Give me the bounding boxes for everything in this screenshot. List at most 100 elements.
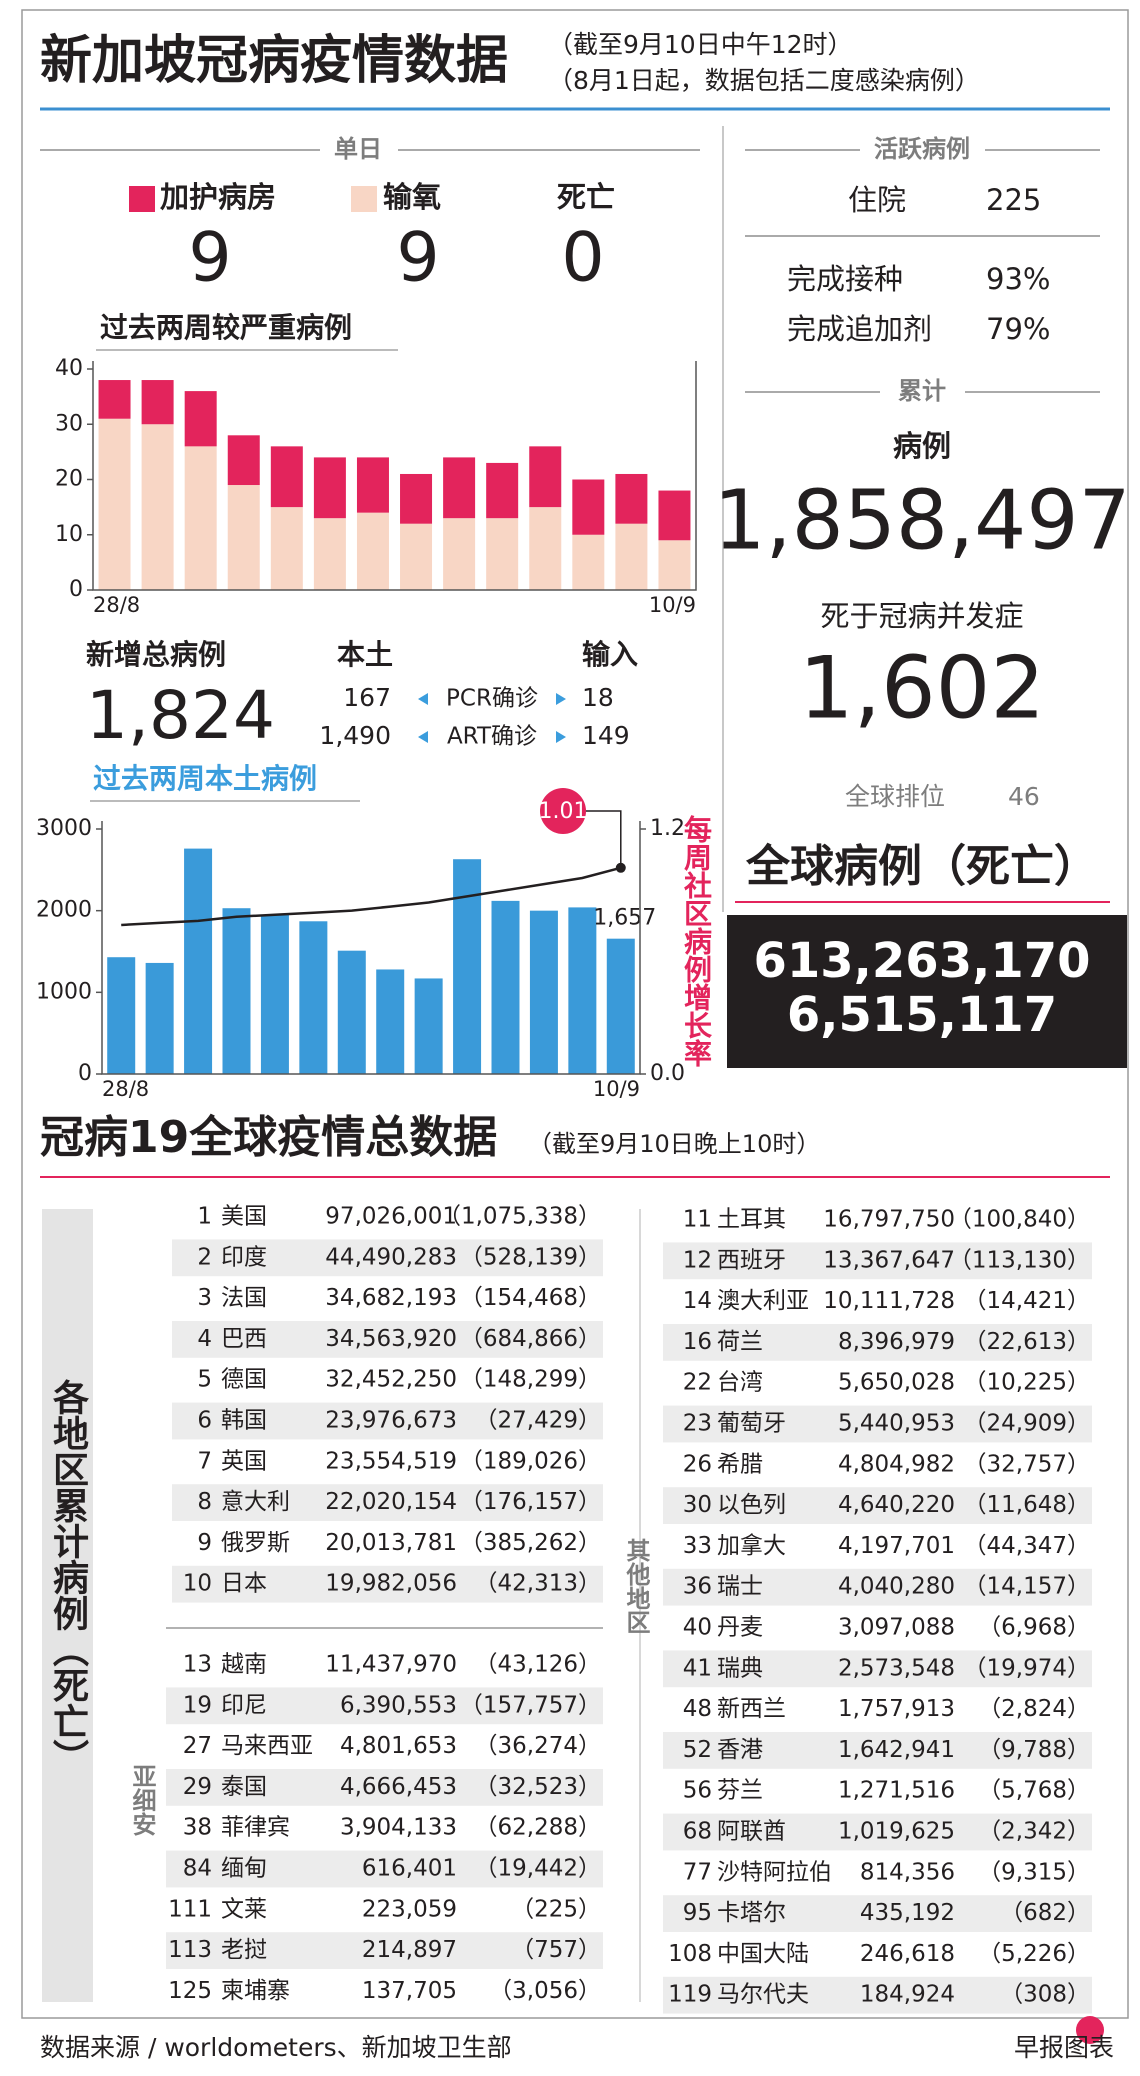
chart-title: 过去两周较严重病例 <box>100 311 352 344</box>
rank: 125 <box>168 1978 212 2004</box>
bar-segment <box>400 523 433 590</box>
death-count: （43,126） <box>475 1652 601 1678</box>
death-count: （176,157） <box>460 1489 601 1515</box>
case-count: 814,356 <box>860 1859 955 1885</box>
region-name: 西班牙 <box>717 1247 786 1273</box>
death-count: （36,274） <box>475 1733 601 1759</box>
case-count: 8,396,979 <box>838 1329 955 1355</box>
rank: 111 <box>168 1896 212 1922</box>
region-name: 俄罗斯 <box>221 1530 290 1556</box>
x-tick-label: 10/9 <box>649 593 696 617</box>
table-title: 冠病19全球疫情总数据 <box>40 1112 497 1163</box>
death-count: （44,347） <box>964 1533 1090 1559</box>
death-count: （42,313） <box>475 1571 601 1597</box>
rank: 40 <box>683 1615 712 1641</box>
note: （8月1日起，数据包括二度感染病例） <box>548 66 980 95</box>
region-name: 丹麦 <box>717 1615 763 1641</box>
case-count: 32,452,250 <box>325 1367 457 1393</box>
y2-tick-label: 0.0 <box>650 1061 685 1086</box>
case-count: 13,367,647 <box>823 1247 955 1273</box>
case-count: 6,390,553 <box>340 1692 457 1718</box>
legend-label: 输氧 <box>383 180 441 214</box>
annotation-bubble <box>540 788 586 834</box>
stat-value: 225 <box>986 183 1041 217</box>
region-name: 韩国 <box>221 1408 267 1434</box>
case-count: 2,573,548 <box>838 1655 955 1681</box>
case-count: 137,705 <box>362 1978 457 2004</box>
stat-value: 9 <box>188 219 231 298</box>
rank: 113 <box>168 1937 212 1963</box>
row-shade <box>663 1650 1092 1688</box>
case-count: 1,271,516 <box>838 1778 955 1804</box>
case-count: 34,563,920 <box>325 1326 457 1352</box>
death-count: （14,157） <box>964 1574 1090 1600</box>
death-count: （385,262） <box>460 1530 601 1556</box>
bar-segment <box>184 391 217 447</box>
case-count: 4,801,653 <box>340 1733 457 1759</box>
death-count: （189,026） <box>460 1448 601 1474</box>
rank: 30 <box>683 1492 712 1518</box>
y2-axis-title: 每周社区病例增长率 <box>680 815 713 1067</box>
stat-label: 病例 <box>893 429 951 463</box>
stat-label: 住院 <box>848 183 906 217</box>
bar <box>529 910 558 1074</box>
y-tick-label: 10 <box>55 522 83 547</box>
death-count: （5,226） <box>978 1941 1090 1967</box>
frame <box>21 9 1129 2019</box>
death-count: （148,299） <box>460 1367 601 1393</box>
death-count: （113,130） <box>949 1247 1090 1273</box>
death-count: （9,788） <box>978 1737 1090 1763</box>
y-tick-label: 40 <box>55 356 83 381</box>
case-count: 4,040,280 <box>838 1574 955 1600</box>
case-count: 5,650,028 <box>838 1370 955 1396</box>
side-band <box>42 1209 93 2002</box>
case-count: 19,982,056 <box>325 1571 457 1597</box>
stat-label: 死亡 <box>557 180 615 214</box>
stat-value: 1,824 <box>86 677 275 754</box>
stat-label: 完成接种 <box>787 262 903 296</box>
death-count: （5,768） <box>978 1778 1090 1804</box>
legend-swatch <box>129 186 155 212</box>
region-name: 缅甸 <box>221 1856 267 1882</box>
bar-segment <box>615 473 648 524</box>
row-shade <box>663 1568 1092 1606</box>
stat-value: 1,602 <box>799 638 1045 738</box>
line-value-label: 1.01 <box>539 799 588 824</box>
region-name: 德国 <box>221 1367 267 1393</box>
stat-label: 本土 <box>337 638 393 671</box>
y-tick-label: 20 <box>55 467 83 492</box>
death-count: （2,824） <box>978 1696 1090 1722</box>
stat-value: 46 <box>1008 782 1040 811</box>
row-shade <box>663 1324 1092 1361</box>
note: （截至9月10日中午12时） <box>548 30 853 59</box>
bar-segment <box>98 418 131 590</box>
legend-swatch <box>351 186 377 212</box>
death-count: （22,613） <box>964 1329 1090 1355</box>
y-tick-label: 1000 <box>36 979 92 1004</box>
bar-segment <box>443 457 476 519</box>
footer-source: 数据来源 / worldometers、新加坡卫生部 <box>40 2033 512 2062</box>
group-label: 亚细安 <box>128 1764 156 1836</box>
region-name: 老挝 <box>221 1937 267 1963</box>
bar <box>376 969 405 1074</box>
rank: 7 <box>197 1448 212 1474</box>
region-name: 文莱 <box>221 1896 267 1922</box>
rank: 27 <box>183 1733 212 1759</box>
x-tick-label: 28/8 <box>93 593 140 617</box>
rank: 38 <box>183 1815 212 1841</box>
bar <box>222 908 251 1074</box>
rank: 22 <box>683 1370 712 1396</box>
stat-value: 1,858,497 <box>713 473 1130 568</box>
bar-segment <box>356 457 389 513</box>
stat-value: 149 <box>582 721 630 750</box>
rank: 1 <box>197 1204 212 1230</box>
case-count: 1,757,913 <box>838 1696 955 1722</box>
region-name: 澳大利亚 <box>717 1288 809 1314</box>
logo-icon <box>1076 2016 1104 2044</box>
death-count: （32,757） <box>964 1451 1090 1477</box>
rank: 48 <box>683 1696 712 1722</box>
arrow-icon <box>556 731 566 743</box>
y-tick-label: 0 <box>78 1061 92 1086</box>
